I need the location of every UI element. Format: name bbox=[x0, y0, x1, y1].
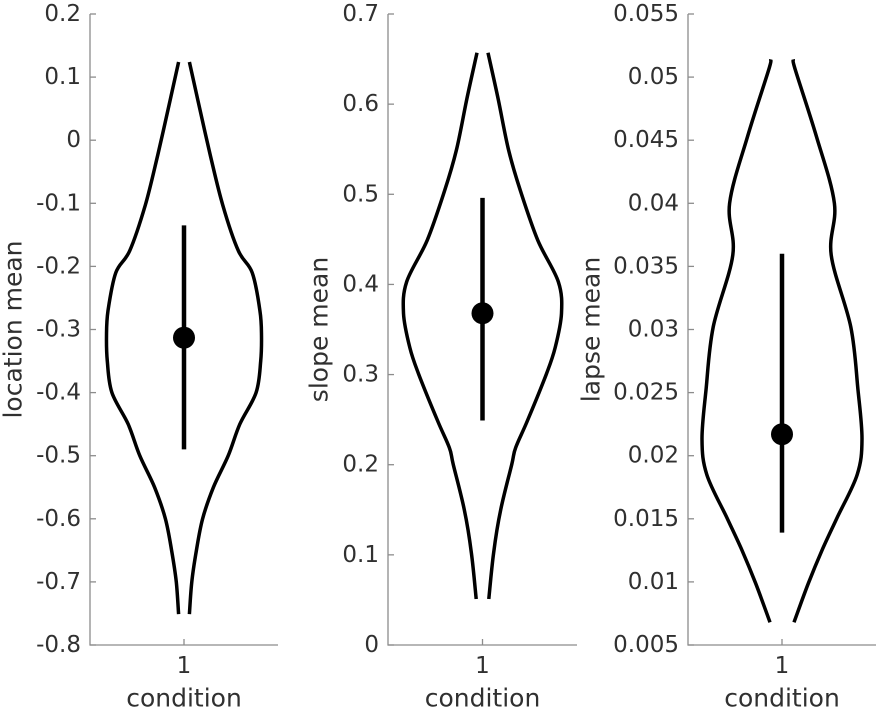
x-axis-label: condition bbox=[126, 684, 242, 712]
y-tick-label: 0.05 bbox=[628, 64, 679, 90]
y-tick-label: 0.1 bbox=[342, 542, 379, 568]
x-axis-label: condition bbox=[724, 684, 840, 712]
y-tick-label: 0.045 bbox=[613, 127, 679, 153]
y-tick-label: 0 bbox=[364, 632, 379, 658]
y-tick-label: 0.025 bbox=[613, 380, 679, 406]
mean-dot bbox=[771, 423, 793, 446]
y-tick-label: -0.3 bbox=[36, 317, 81, 343]
mean-dot bbox=[471, 302, 494, 325]
subplot-lapse-mean: 0.055 0.05 0.045 0.04 0.035 0.03 0.025 0.02 0.01… bbox=[577, 1, 876, 712]
violin-outline-right bbox=[791, 59, 864, 623]
y-tick-label: 0.055 bbox=[613, 1, 679, 27]
y-tick-label: -0.5 bbox=[36, 443, 81, 469]
y-axis-label: location mean bbox=[0, 240, 28, 418]
y-axis-label: lapse mean bbox=[577, 257, 606, 402]
y-tick-label: 0 bbox=[66, 127, 81, 153]
violin-outline-right bbox=[486, 52, 564, 600]
y-tick-label: 0.005 bbox=[613, 632, 679, 658]
y-tick-label: 0.03 bbox=[628, 317, 679, 343]
x-axis-label: condition bbox=[425, 684, 541, 712]
y-tick-label: 0.2 bbox=[44, 1, 81, 27]
y-tick-label: -0.4 bbox=[36, 380, 81, 406]
violin-outline-left bbox=[104, 61, 181, 615]
mean-dot bbox=[173, 326, 195, 349]
y-tick-label: 0.6 bbox=[342, 91, 379, 117]
subplot-location-mean: 0.2 0.1 0 -0.1 -0.2 -0.3 -0.4 -0.5 -0.6 -0.7 -0.8 1… bbox=[0, 1, 278, 712]
subplot-slope-mean: 0.7 0.6 0.5 0.4 0.3 0.2 0.1 0 1 condition slope me… bbox=[305, 1, 577, 712]
x-tick-label: 1 bbox=[177, 653, 192, 679]
y-tick-label: 0.035 bbox=[613, 253, 679, 279]
x-tick-label: 1 bbox=[475, 653, 490, 679]
x-tick-label: 1 bbox=[775, 653, 790, 679]
y-tick-label: 0.015 bbox=[613, 506, 679, 532]
y-tick-label: -0.8 bbox=[36, 632, 81, 658]
y-tick-label: -0.6 bbox=[36, 506, 81, 532]
violin-outline-right bbox=[187, 61, 264, 615]
y-tick-label: 0.4 bbox=[342, 271, 379, 297]
y-tick-label: -0.7 bbox=[36, 569, 81, 595]
y-tick-label: 0.01 bbox=[628, 569, 679, 595]
y-axis-label: slope mean bbox=[305, 257, 334, 402]
y-tick-label: 0.2 bbox=[342, 452, 379, 478]
violin-outline-left bbox=[700, 59, 773, 623]
y-tick-label: 0.04 bbox=[628, 190, 679, 216]
violin-outline-left bbox=[401, 52, 479, 600]
y-tick-label: 0.3 bbox=[342, 362, 379, 388]
y-tick-label: 0.7 bbox=[342, 1, 379, 27]
y-tick-label: -0.1 bbox=[36, 190, 81, 216]
y-tick-label: 0.1 bbox=[44, 64, 81, 90]
y-tick-label: 0.5 bbox=[342, 181, 379, 207]
y-tick-label: 0.02 bbox=[628, 443, 679, 469]
y-tick-label: -0.2 bbox=[36, 253, 81, 279]
